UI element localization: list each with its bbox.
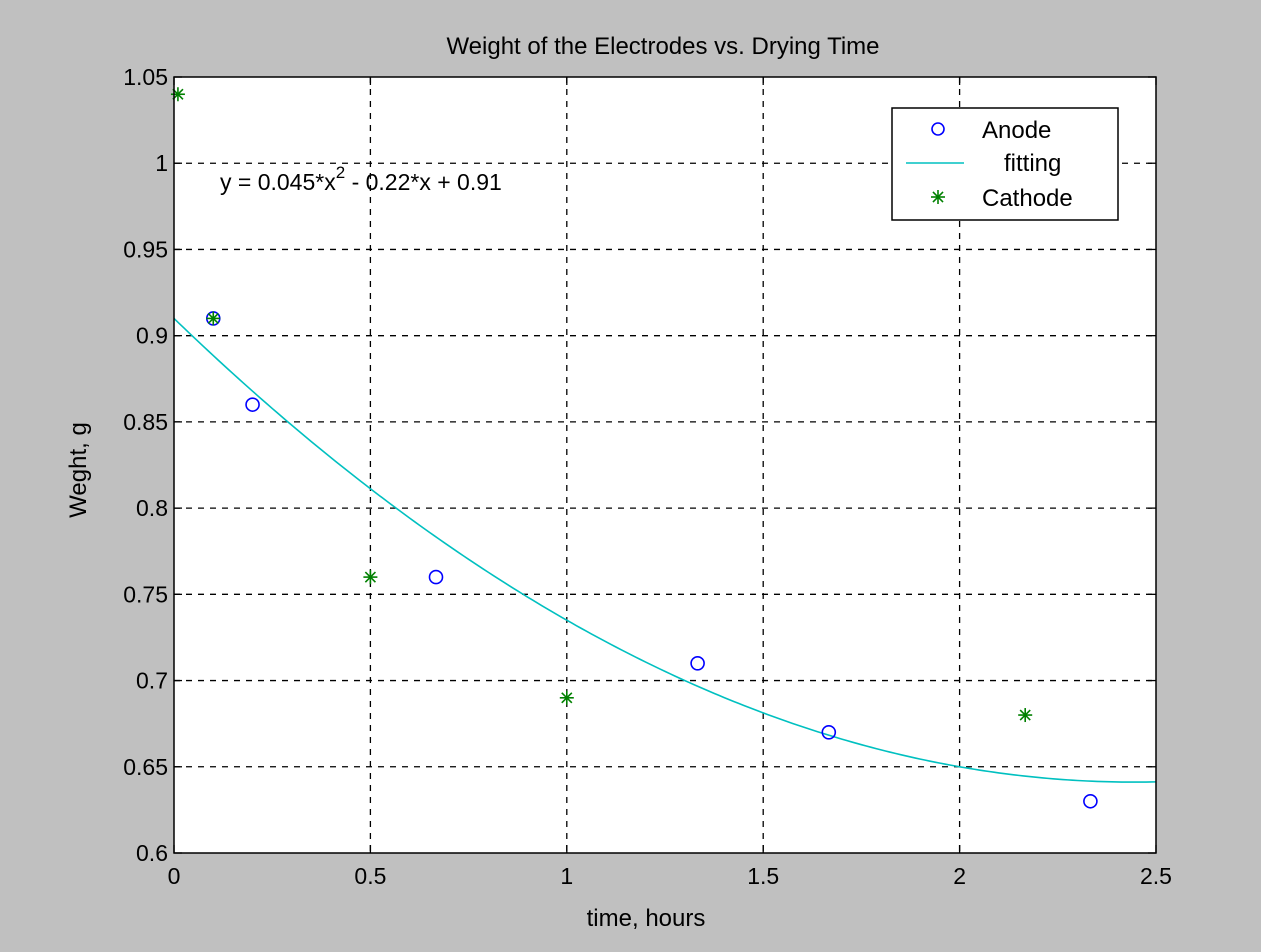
legend-anode-label: Anode	[982, 117, 1051, 144]
fitting-curve-group	[173, 317, 1157, 783]
y-tick-label: 1	[155, 150, 168, 176]
legend-box	[891, 107, 1119, 221]
x-tick-label: 2	[953, 863, 966, 889]
cathode-point	[363, 570, 378, 585]
y-tick-label: 1.05	[123, 64, 168, 90]
cathode-point	[1018, 708, 1033, 723]
x-tick-label: 1	[560, 863, 573, 889]
x-tick-label: 2.5	[1140, 863, 1172, 889]
fitting-curve	[173, 317, 1157, 783]
anode-point	[821, 724, 837, 740]
legend-cathode-label: Cathode	[982, 185, 1073, 212]
fit-equation: y = 0.045*x2 - 0.22*x + 0.91	[220, 163, 502, 195]
cathode-point	[206, 311, 221, 326]
y-tick-label: 0.9	[136, 323, 168, 349]
legend: Anode fitting Cathode	[891, 107, 1119, 221]
ticks-group: 0 0.5 1 1.5 2 2.5 0.6 0.65 0.7 0.75 0.8 0.85 0.9 0.95…	[123, 64, 1172, 889]
legend-cathode-asterisk	[931, 190, 945, 204]
y-tick-label: 0.75	[123, 581, 168, 607]
legend-cathode-marker	[931, 190, 945, 204]
x-axis-label: time, hours	[587, 905, 706, 932]
y-tick-label: 0.8	[136, 495, 168, 521]
axes-box	[173, 76, 1157, 854]
anode-point	[428, 569, 444, 585]
x-tick-label: 1.5	[747, 863, 779, 889]
fit-equation-rest: - 0.22*x + 0.91	[345, 169, 502, 195]
y-tick-label: 0.7	[136, 668, 168, 694]
anode-point	[1083, 793, 1098, 809]
x-tick-label: 0	[168, 863, 181, 889]
fit-equation-exponent: 2	[336, 163, 345, 182]
y-axis-label: Weght, g	[65, 422, 92, 518]
cathode-point	[559, 690, 574, 705]
legend-anode-marker	[931, 122, 945, 136]
anode-point	[245, 397, 260, 412]
legend-fitting-label: fitting	[1004, 150, 1061, 177]
y-tick-label: 0.6	[136, 840, 168, 866]
y-tick-label: 0.65	[123, 754, 168, 780]
markers-group	[170, 87, 1098, 809]
anode-point	[690, 656, 705, 671]
chart-title: Weight of the Electrodes vs. Drying Time	[446, 33, 879, 60]
y-tick-label: 0.85	[123, 409, 168, 435]
cathode-point	[170, 87, 185, 102]
x-tick-label: 0.5	[354, 863, 386, 889]
fit-equation-base: y = 0.045*x	[220, 169, 336, 195]
y-tick-label: 0.95	[123, 236, 168, 262]
